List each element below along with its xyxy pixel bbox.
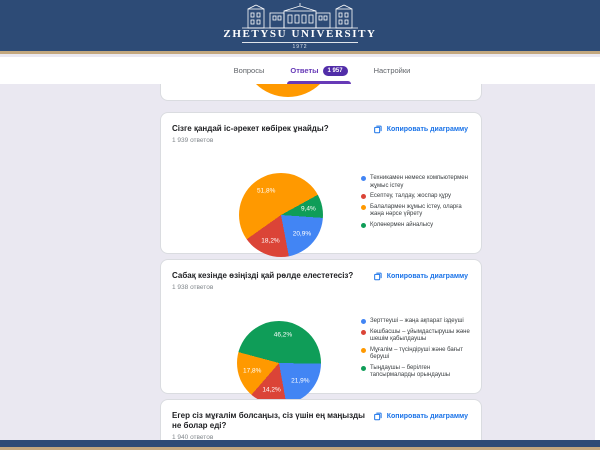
chart-legend: Зерттеуші – жаңа ақпарат іздеуші Көшбасшы… (361, 318, 477, 383)
legend-label: Мұғалім – түсіндіруші және бағыт беруші (370, 346, 464, 361)
copy-chart-label: Копировать диаграмму (386, 125, 468, 133)
legend-label: Есептеу, талдау, жоспар құру (370, 193, 452, 199)
chart-legend: Техникамен немесе компьютермен жұмыс іст… (361, 175, 477, 232)
copy-icon (373, 412, 382, 421)
legend-item: Балалармен жұмыс істеу, оларға жаңа нәрс… (361, 204, 477, 219)
university-name: ZHETYSU UNIVERSITY (223, 28, 377, 40)
legend-label: Техникамен немесе компьютермен жұмыс іст… (370, 175, 468, 189)
copy-chart-label: Копировать диаграмму (386, 412, 468, 420)
answers-count-badge: 1 957 (322, 65, 348, 76)
legend-item: Есептеу, талдау, жоспар құру (361, 193, 477, 201)
copy-icon (373, 272, 382, 281)
question-title: Егер сіз мұғалім болсаңыз, сіз үшін ең м… (172, 411, 365, 430)
legend-item: Зерттеуші – жаңа ақпарат іздеуші (361, 318, 477, 326)
legend-item: Көшбасшы – ұйымдастырушы және шешім қабы… (361, 329, 477, 344)
legend-label: Зерттеуші – жаңа ақпарат іздеуші (370, 318, 464, 324)
question-card: Сабақ кезінде өзіңізді қай рөлде елестет… (160, 259, 482, 405)
legend-swatch-icon (361, 176, 366, 181)
pie-percent-label: 51,8% (256, 187, 276, 195)
university-footer-accent (0, 447, 600, 450)
pie-percent-label: 46,2% (273, 331, 293, 339)
legend-swatch-icon (361, 365, 366, 371)
tab-questions-label: Вопросы (233, 66, 265, 75)
logo-divider (242, 42, 358, 43)
legend-label: Тыңдаушы – берілген тапсырмаларды орында… (370, 364, 451, 379)
copy-chart-button[interactable]: Копировать диаграмму (373, 411, 468, 421)
copy-chart-label: Копировать диаграмму (386, 272, 468, 280)
legend-swatch-icon (361, 319, 366, 324)
responses-count: 1 940 ответов (172, 434, 214, 441)
legend-item: Қолөнермен айналысу (361, 222, 477, 230)
legend-swatch-icon (361, 204, 366, 210)
responses-count: 1 939 ответов (172, 137, 214, 144)
previous-pie-chart-sliver (242, 84, 334, 97)
legend-item: Мұғалім – түсіндіруші және бағыт беруші (361, 347, 477, 362)
active-tab-indicator (287, 81, 351, 84)
pie-percent-label: 9,4% (300, 205, 316, 213)
university-founding-year: 1972 (292, 44, 308, 50)
pie-percent-label: 20,9% (292, 230, 312, 238)
pie-chart[interactable]: 21,9% 14,2% 17,8% 46,2% (237, 321, 321, 405)
tab-questions[interactable]: Вопросы (234, 57, 265, 84)
pie-percent-label: 21,9% (291, 377, 310, 385)
tab-answers[interactable]: Ответы 1 957 (287, 57, 351, 84)
university-header: ZHETYSU UNIVERSITY 1972 (0, 0, 600, 54)
legend-swatch-icon (361, 222, 366, 228)
university-footer-bar (0, 440, 600, 447)
copy-chart-button[interactable]: Копировать диаграмму (373, 124, 468, 134)
legend-item: Техникамен немесе компьютермен жұмыс іст… (361, 175, 477, 190)
copy-chart-button[interactable]: Копировать диаграмму (373, 271, 468, 281)
question-card: Сізге қандай іс-әрекет көбірек ұнайды? К… (160, 112, 482, 257)
responses-content: Сізге қандай іс-әрекет көбірек ұнайды? К… (0, 84, 600, 450)
question-title: Сізге қандай іс-әрекет көбірек ұнайды? (172, 124, 329, 133)
form-tabbar: Вопросы Ответы 1 957 Настройки (0, 57, 600, 84)
tab-answers-label: Ответы (290, 66, 319, 75)
previous-question-card-cutoff (160, 84, 482, 101)
pie-percent-label: 18,2% (261, 237, 280, 245)
legend-item: Тыңдаушы – берілген тапсырмаларды орында… (361, 365, 477, 380)
legend-swatch-icon (361, 194, 366, 199)
pie-percent-label: 17,8% (243, 367, 262, 375)
responses-count: 1 938 ответов (172, 284, 214, 291)
legend-label: Балалармен жұмыс істеу, оларға жаңа нәрс… (370, 203, 462, 218)
question-title: Сабақ кезінде өзіңізді қай рөлде елестет… (172, 271, 354, 280)
legend-swatch-icon (361, 347, 366, 353)
legend-swatch-icon (361, 329, 366, 335)
tab-settings[interactable]: Настройки (374, 57, 411, 84)
scrollbar-track[interactable] (595, 57, 600, 450)
copy-icon (373, 125, 382, 134)
pie-chart[interactable]: 20,9% 18,2% 51,8% 9,4% (239, 173, 323, 257)
legend-label: Қолөнермен айналысу (370, 221, 434, 228)
university-building-icon (242, 3, 358, 29)
pie-percent-label: 14,2% (262, 386, 281, 394)
tab-settings-label: Настройки (373, 66, 411, 75)
legend-label: Көшбасшы – ұйымдастырушы және шешім қабы… (370, 328, 470, 343)
